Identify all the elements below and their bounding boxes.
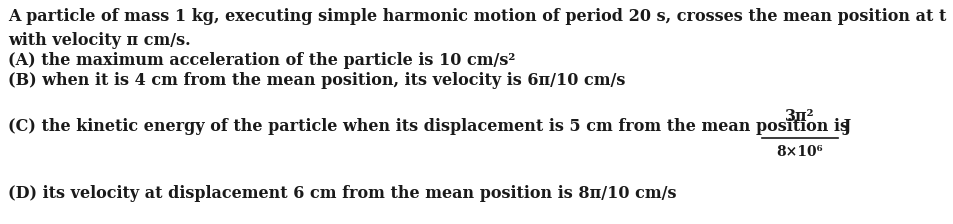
Text: 8×10⁶: 8×10⁶ — [776, 145, 822, 159]
Text: (B) when it is 4 cm from the mean position, its velocity is 6π/10 cm/s: (B) when it is 4 cm from the mean positi… — [8, 72, 625, 89]
Text: (D) its velocity at displacement 6 cm from the mean position is 8π/10 cm/s: (D) its velocity at displacement 6 cm fr… — [8, 185, 676, 202]
Text: with velocity π cm/s.: with velocity π cm/s. — [8, 32, 191, 49]
Text: A particle of mass 1 kg, executing simple harmonic motion of period 20 s, crosse: A particle of mass 1 kg, executing simpl… — [8, 8, 953, 25]
Text: 3π²: 3π² — [784, 108, 814, 125]
Text: J: J — [837, 118, 850, 135]
Text: (A) the maximum acceleration of the particle is 10 cm/s²: (A) the maximum acceleration of the part… — [8, 52, 515, 69]
Text: (C) the kinetic energy of the particle when its displacement is 5 cm from the me: (C) the kinetic energy of the particle w… — [8, 118, 848, 135]
